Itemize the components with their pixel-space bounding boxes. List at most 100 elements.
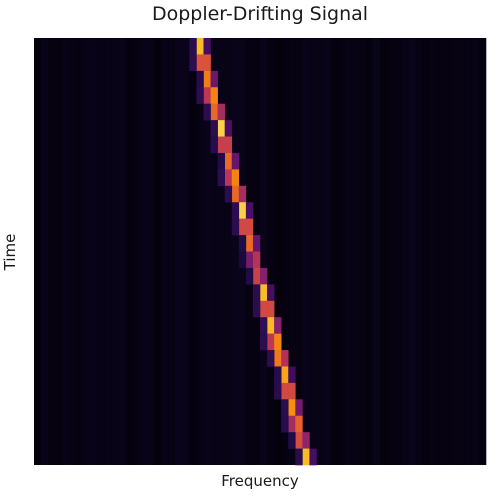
noise-column <box>380 38 388 465</box>
noise-column <box>330 38 338 465</box>
signal-cell <box>288 415 296 433</box>
signal-cell <box>196 38 204 55</box>
noise-column <box>154 38 162 465</box>
noise-column <box>76 38 84 465</box>
signal-cell <box>231 218 240 236</box>
signal-cell <box>295 448 303 466</box>
signal-cell <box>260 284 268 302</box>
noise-column <box>118 38 127 465</box>
signal-cell <box>231 152 240 170</box>
signal-cell <box>302 448 310 466</box>
signal-cell <box>217 169 225 187</box>
noise-column <box>125 38 134 465</box>
noise-column <box>41 38 49 465</box>
noise-column <box>55 38 63 465</box>
signal-cell <box>203 70 211 88</box>
noise-column <box>351 38 360 465</box>
signal-cell <box>288 399 296 417</box>
noise-column <box>450 38 459 465</box>
signal-cell <box>238 251 247 269</box>
noise-column <box>147 38 155 465</box>
signal-cell <box>238 202 247 219</box>
signal-cell <box>238 218 247 236</box>
noise-column <box>344 38 353 465</box>
signal-cell <box>210 103 218 121</box>
noise-column <box>48 38 56 465</box>
signal-cell <box>274 382 282 400</box>
signal-cell <box>245 251 254 269</box>
noise-column <box>443 38 451 465</box>
noise-column <box>323 38 331 465</box>
noise-column <box>288 38 296 465</box>
signal-cell <box>260 300 268 318</box>
signal-cell <box>231 169 240 187</box>
signal-cell <box>267 350 275 367</box>
heatmap-cells <box>34 38 487 466</box>
signal-cell <box>196 70 204 88</box>
signal-cell <box>274 350 282 367</box>
noise-column <box>175 38 183 465</box>
signal-cell <box>224 169 233 187</box>
noise-column <box>97 38 105 465</box>
signal-cell <box>267 284 275 302</box>
signal-cell <box>224 185 233 203</box>
signal-cell <box>210 87 218 104</box>
noise-column <box>281 38 289 465</box>
noise-column <box>203 38 211 465</box>
noise-column <box>387 38 395 465</box>
signal-cell <box>281 382 289 400</box>
signal-cell <box>245 202 254 219</box>
signal-cell <box>260 317 268 334</box>
signal-cell <box>224 136 233 154</box>
noise-column <box>69 38 77 465</box>
signal-cell <box>203 54 211 72</box>
signal-cell <box>231 202 240 219</box>
signal-cell <box>267 317 275 334</box>
noise-column <box>217 38 225 465</box>
noise-column <box>358 38 367 465</box>
signal-cell <box>231 185 240 203</box>
signal-cell <box>295 432 303 449</box>
signal-cell <box>217 120 225 137</box>
noise-column <box>316 38 324 465</box>
noise-column <box>408 38 416 465</box>
noise-column <box>365 38 374 465</box>
noise-column <box>132 38 141 465</box>
noise-column <box>302 38 310 465</box>
signal-cell <box>238 235 247 252</box>
signal-cell <box>217 152 225 170</box>
signal-cell <box>281 415 289 433</box>
noise-column <box>422 38 430 465</box>
noise-column <box>478 38 487 465</box>
signal-cell <box>217 103 225 121</box>
x-axis-label: Frequency <box>221 472 299 490</box>
noise-column <box>401 38 409 465</box>
chart-title: Doppler-Drifting Signal <box>151 3 369 25</box>
signal-cell <box>302 432 310 449</box>
noise-column <box>189 38 197 465</box>
signal-cell <box>210 120 218 137</box>
noise-column <box>429 38 437 465</box>
signal-cell <box>203 87 211 104</box>
signal-cell <box>260 267 268 285</box>
signal-cell <box>252 300 261 318</box>
signal-cell <box>210 70 218 88</box>
noise-column <box>196 38 204 465</box>
signal-cell <box>252 235 261 252</box>
noise-column <box>62 38 70 465</box>
signal-cell <box>189 54 197 72</box>
noise-column <box>295 38 303 465</box>
signal-cell <box>224 120 233 137</box>
signal-cell <box>210 136 218 154</box>
noise-column <box>274 38 282 465</box>
signal-cell <box>203 38 211 55</box>
noise-column <box>394 38 402 465</box>
signal-cell <box>189 38 197 55</box>
noise-column <box>34 38 42 465</box>
noise-column <box>161 38 169 465</box>
signal-cell <box>309 448 317 466</box>
signal-cell <box>245 218 254 236</box>
signal-cell <box>274 317 282 334</box>
